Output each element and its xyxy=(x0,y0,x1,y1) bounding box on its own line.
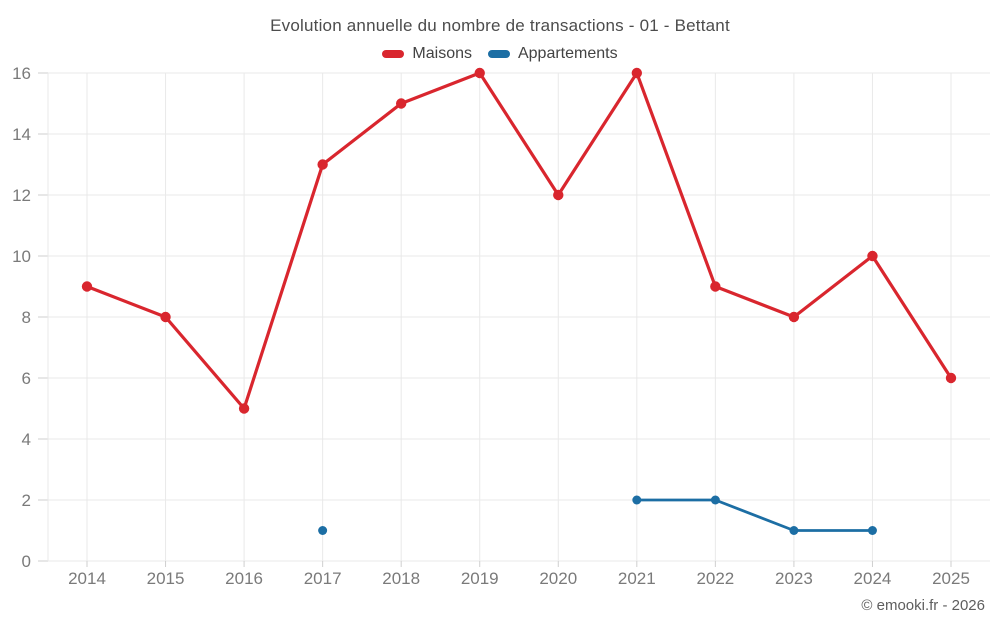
y-tick-label: 10 xyxy=(12,247,31,266)
y-tick-label: 16 xyxy=(12,64,31,83)
point-maisons-2016[interactable] xyxy=(238,403,250,414)
x-tick-label: 2014 xyxy=(68,569,106,588)
point-maisons-2014[interactable] xyxy=(81,281,93,292)
series-maisons xyxy=(81,67,957,414)
y-tick-label: 6 xyxy=(22,369,31,388)
point-appartements-2017[interactable] xyxy=(318,526,328,535)
x-tick-label: 2016 xyxy=(225,569,263,588)
point-maisons-2019[interactable] xyxy=(474,67,485,79)
gridlines xyxy=(38,72,990,567)
point-maisons-2021[interactable] xyxy=(631,67,643,79)
x-tick-label: 2025 xyxy=(932,569,970,588)
x-tick-label: 2018 xyxy=(382,569,420,588)
x-tick-label: 2024 xyxy=(854,569,892,588)
legend-swatch-maisons xyxy=(382,50,405,58)
legend-label-appartements: Appartements xyxy=(517,45,618,62)
y-tick-label: 14 xyxy=(12,125,31,144)
point-appartements-2022[interactable] xyxy=(710,495,720,505)
series-line-appartements xyxy=(635,498,874,532)
point-maisons-2017[interactable] xyxy=(317,159,328,170)
x-tick-label: 2017 xyxy=(304,569,342,588)
point-maisons-2025[interactable] xyxy=(945,372,957,384)
y-tick-label: 2 xyxy=(22,491,31,510)
y-tick-label: 4 xyxy=(22,430,31,449)
legend-label-maisons: Maisons xyxy=(412,45,472,62)
point-appartements-2023[interactable] xyxy=(789,526,799,535)
point-maisons-2015[interactable] xyxy=(160,311,171,323)
point-maisons-2018[interactable] xyxy=(395,98,407,109)
series-appartements xyxy=(318,495,877,535)
x-tick-label: 2022 xyxy=(696,569,734,588)
copyright: © emooki.fr - 2026 xyxy=(861,597,985,614)
chart-title: Evolution annuelle du nombre de transact… xyxy=(270,16,730,35)
point-maisons-2022[interactable] xyxy=(710,281,721,292)
x-tick-label: 2021 xyxy=(618,569,656,588)
point-appartements-2024[interactable] xyxy=(867,526,877,535)
legend-item-appartements[interactable]: Appartements xyxy=(487,45,618,63)
point-maisons-2020[interactable] xyxy=(553,189,564,201)
series-line-maisons xyxy=(85,71,953,411)
x-tick-label: 2019 xyxy=(461,569,499,588)
legend: Maisons Appartements xyxy=(0,45,1000,63)
axis-labels: 0 2 4 6 8 10 12 14 16 2014 2015 2016 2017 2018 2019 202… xyxy=(12,64,970,588)
legend-swatch-appartements xyxy=(487,50,510,58)
point-maisons-2024[interactable] xyxy=(867,250,878,262)
x-tick-label: 2015 xyxy=(147,569,185,588)
x-tick-label: 2020 xyxy=(539,569,577,588)
y-tick-label: 12 xyxy=(12,186,31,205)
point-maisons-2023[interactable] xyxy=(788,311,800,323)
y-tick-label: 8 xyxy=(22,308,31,327)
x-tick-label: 2023 xyxy=(775,569,813,588)
point-appartements-2021[interactable] xyxy=(632,495,642,505)
y-tick-label: 0 xyxy=(22,552,31,571)
legend-item-maisons[interactable]: Maisons xyxy=(382,45,472,63)
